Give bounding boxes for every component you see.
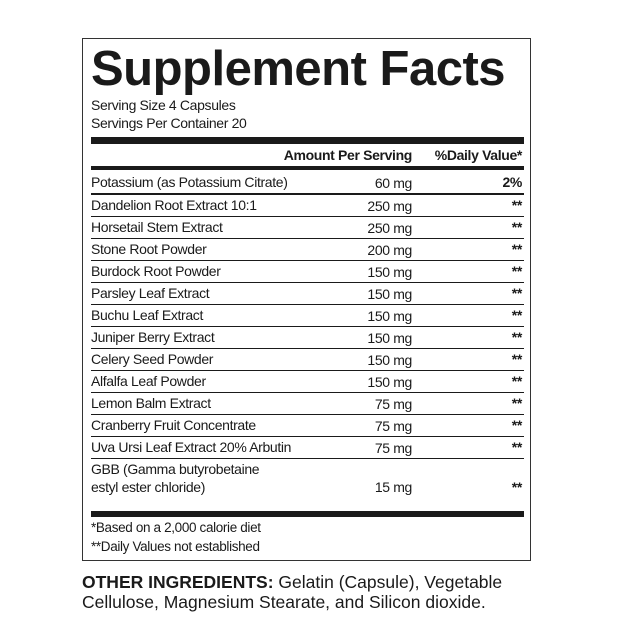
ingredient-dv: **: [511, 373, 523, 389]
ingredient-amount: 250 mg: [367, 198, 412, 214]
table-row: Uva Ursi Leaf Extract 20% Arbutin 75 mg **: [91, 437, 524, 459]
footnote-not-established: **Daily Values not established: [91, 539, 260, 554]
servings-per-container: Servings Per Container 20: [91, 115, 247, 131]
header-divider: [91, 166, 524, 170]
ingredient-amount: 75 mg: [374, 418, 413, 434]
ingredient-dv: 2%: [502, 174, 522, 190]
table-row: Stone Root Powder 200 mg **: [91, 239, 524, 261]
ingredient-dv: **: [511, 263, 523, 279]
ingredient-name: Alfalfa Leaf Powder: [91, 373, 206, 389]
ingredient-dv: **: [511, 479, 523, 495]
ingredient-dv: **: [511, 395, 523, 411]
other-ingredients: OTHER INGREDIENTS: Gelatin (Capsule), Ve…: [82, 572, 542, 612]
table-row: Buchu Leaf Extract 150 mg **: [91, 305, 524, 327]
ingredient-amount: 15 mg: [374, 479, 413, 495]
ingredient-amount: 150 mg: [367, 308, 412, 324]
ingredient-dv: **: [511, 417, 523, 433]
ingredient-amount: 150 mg: [367, 330, 412, 346]
table-row: Potassium (as Potassium Citrate) 60 mg 2%: [91, 172, 524, 195]
ingredient-dv: **: [511, 351, 523, 367]
ingredient-dv: **: [511, 241, 523, 257]
ingredient-name: Stone Root Powder: [91, 241, 207, 257]
ingredient-amount: 150 mg: [367, 352, 412, 368]
other-ingredients-text: Gelatin (Capsule), Vegetable Cellulose, …: [82, 572, 503, 612]
ingredient-name: Burdock Root Powder: [91, 263, 221, 279]
ingredient-name-line-1: GBB (Gamma butyrobetaine: [91, 461, 260, 477]
table-row: Alfalfa Leaf Powder 150 mg **: [91, 371, 524, 393]
amount-header: Amount Per Serving: [283, 147, 413, 163]
table-row: Dandelion Root Extract 10:1 250 mg **: [91, 195, 524, 217]
ingredient-name: Lemon Balm Extract: [91, 395, 211, 411]
ingredient-amount: 150 mg: [367, 264, 412, 280]
thick-divider: [91, 137, 524, 144]
ingredient-name: GBB (Gamma butyrobetaine estyl ester chlo…: [91, 460, 260, 496]
table-row: Celery Seed Powder 150 mg **: [91, 349, 524, 371]
ingredient-name: Buchu Leaf Extract: [91, 307, 203, 323]
ingredient-amount: 75 mg: [374, 396, 413, 412]
ingredient-table: Potassium (as Potassium Citrate) 60 mg 2% …: [91, 172, 524, 497]
ingredient-dv: **: [511, 285, 523, 301]
ingredient-dv: **: [511, 329, 523, 345]
daily-value-header: %Daily Value*: [434, 147, 523, 163]
ingredient-name: Celery Seed Powder: [91, 351, 214, 367]
table-row: Parsley Leaf Extract 150 mg **: [91, 283, 524, 305]
bottom-thick-divider: [91, 511, 524, 517]
ingredient-dv: **: [511, 307, 523, 323]
table-row: Lemon Balm Extract 75 mg **: [91, 393, 524, 415]
serving-size: Serving Size 4 Capsules: [91, 97, 236, 113]
ingredient-name: Juniper Berry Extract: [91, 329, 215, 345]
ingredient-amount: 150 mg: [367, 286, 412, 302]
table-row: GBB (Gamma butyrobetaine estyl ester chlo…: [91, 459, 524, 497]
ingredient-amount: 150 mg: [367, 374, 412, 390]
ingredient-name: Uva Ursi Leaf Extract 20% Arbutin: [91, 439, 292, 455]
ingredient-name-line-2: estyl ester chloride): [91, 479, 206, 495]
other-ingredients-label: OTHER INGREDIENTS:: [82, 572, 274, 592]
panel-title: Supplement Facts: [91, 42, 506, 96]
column-header: Amount Per Serving %Daily Value*: [91, 147, 524, 165]
table-row: Juniper Berry Extract 150 mg **: [91, 327, 524, 349]
ingredient-name: Dandelion Root Extract 10:1: [91, 197, 257, 213]
ingredient-name: Potassium (as Potassium Citrate): [91, 174, 288, 190]
ingredient-amount: 60 mg: [374, 175, 413, 191]
table-row: Burdock Root Powder 150 mg **: [91, 261, 524, 283]
ingredient-dv: **: [511, 197, 523, 213]
ingredient-amount: 200 mg: [367, 242, 412, 258]
ingredient-name: Parsley Leaf Extract: [91, 285, 210, 301]
ingredient-name: Horsetail Stem Extract: [91, 219, 223, 235]
ingredient-amount: 75 mg: [374, 440, 413, 456]
ingredient-dv: **: [511, 219, 523, 235]
ingredient-name: Cranberry Fruit Concentrate: [91, 417, 256, 433]
ingredient-dv: **: [511, 439, 523, 455]
table-row: Cranberry Fruit Concentrate 75 mg **: [91, 415, 524, 437]
supplement-facts-panel: Supplement Facts Serving Size 4 Capsules…: [82, 38, 531, 561]
footnote-daily-value: *Based on a 2,000 calorie diet: [91, 520, 261, 535]
table-row: Horsetail Stem Extract 250 mg **: [91, 217, 524, 239]
ingredient-amount: 250 mg: [367, 220, 412, 236]
